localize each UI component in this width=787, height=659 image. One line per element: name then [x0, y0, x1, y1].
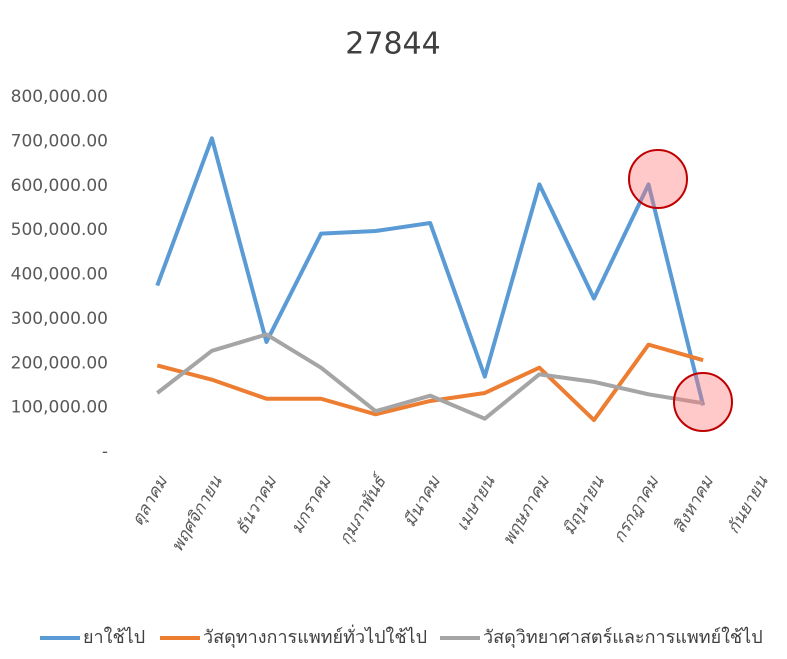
- legend-label: วัสดุทางการแพทย์ทั่วไปใช้ไป: [203, 624, 427, 648]
- y-tick-label: 700,000.00: [11, 131, 108, 151]
- series-line: [156, 342, 704, 423]
- x-tick-label: มีนาคม: [400, 472, 445, 530]
- x-tick-label: สิงหาคม: [669, 472, 718, 536]
- x-tick-label: กรกฎาคม: [609, 472, 663, 546]
- series-line: [156, 332, 704, 421]
- y-tick-label: -: [102, 442, 108, 462]
- highlight-circle: [673, 372, 733, 432]
- legend-label: ยาใช้ไป: [83, 626, 145, 648]
- y-tick-label: 400,000.00: [11, 265, 108, 285]
- highlights: [628, 149, 733, 432]
- x-tick-label: พฤศจิกายน: [167, 473, 226, 556]
- series-line: [155, 136, 706, 406]
- x-tick-label: เมษายน: [452, 473, 499, 535]
- x-tick-label: มกราคม: [287, 472, 336, 537]
- chart-title: 27844: [345, 27, 440, 62]
- highlight-circle: [628, 149, 688, 209]
- y-tick-label: 800,000.00: [11, 87, 108, 107]
- x-tick-label: กุมภาพันธ์: [335, 470, 392, 549]
- legend-label: วัสดุวิทยาศาสตร์และการแพทย์ใช้ไป: [483, 626, 763, 648]
- x-tick-label: มิถุนายน: [559, 473, 609, 539]
- y-tick-label: 100,000.00: [11, 398, 108, 418]
- x-tick-label: ธันวาคม: [232, 472, 282, 538]
- y-tick-label: 200,000.00: [11, 353, 108, 373]
- y-tick-label: 500,000.00: [11, 220, 108, 240]
- x-tick-label: กันยายน: [724, 473, 773, 538]
- y-tick-label: 300,000.00: [11, 309, 108, 329]
- x-tick-label: พฤษภาคม: [499, 472, 555, 549]
- y-tick-label: 600,000.00: [11, 176, 108, 196]
- x-tick-label: ตุลาคม: [128, 472, 173, 529]
